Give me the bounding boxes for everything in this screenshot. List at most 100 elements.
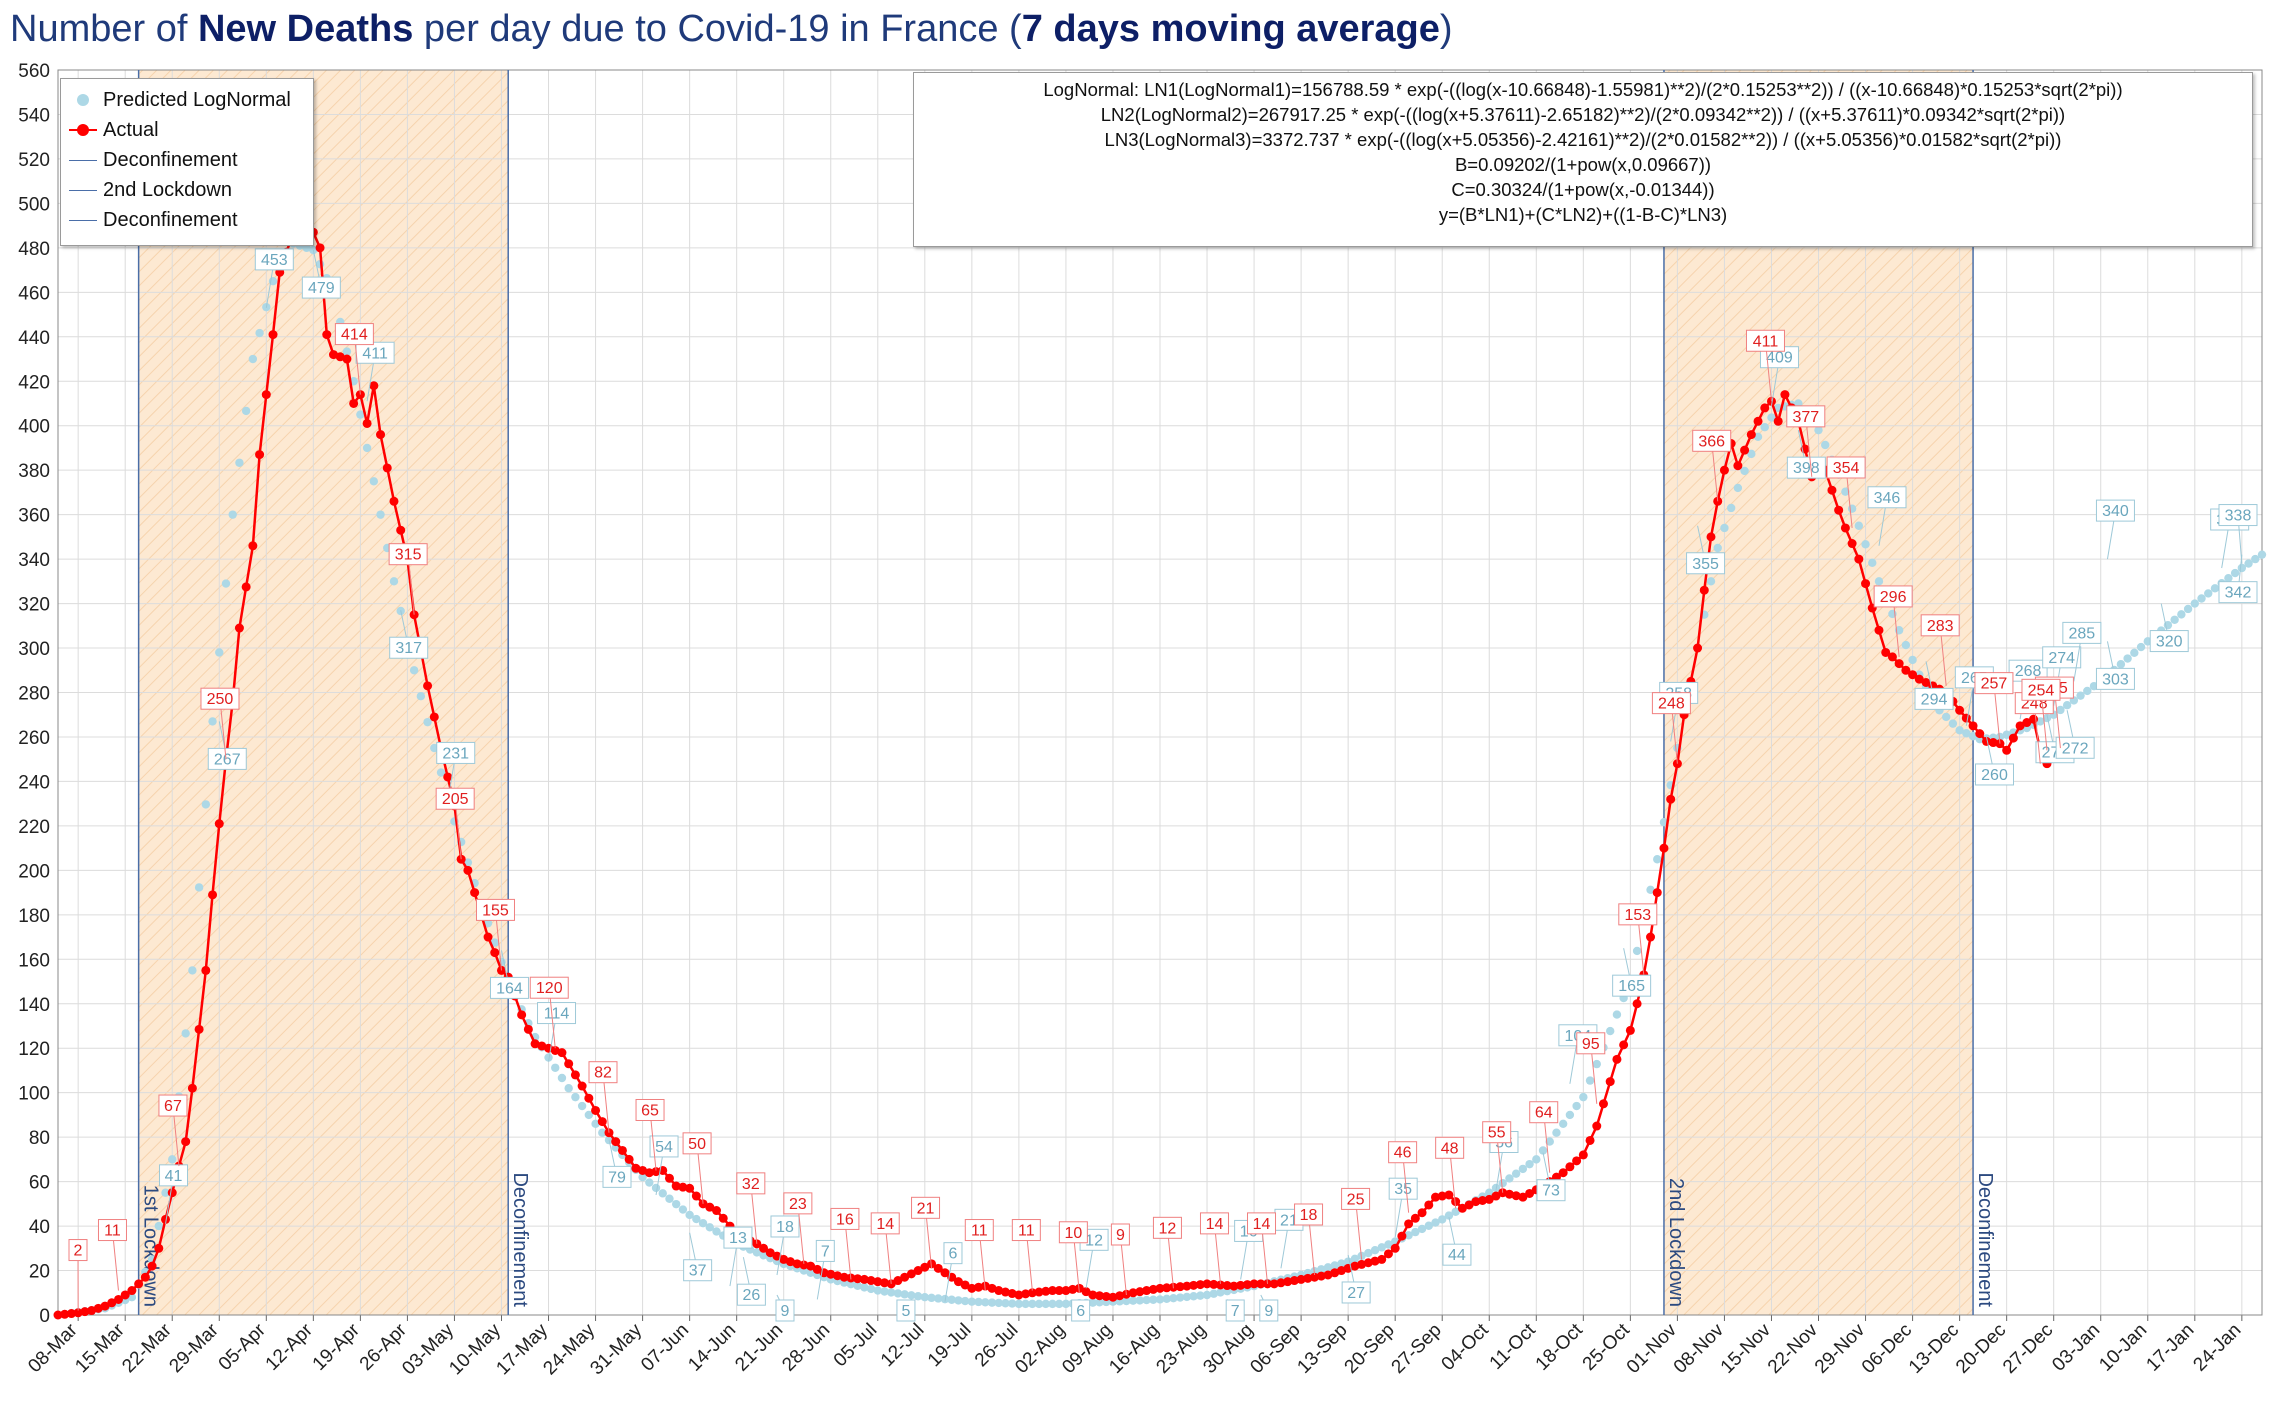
- predicted-point: [880, 1287, 889, 1296]
- x-tick-label: 23-Aug: [1152, 1320, 1210, 1378]
- x-tick-label: 21-Jun: [731, 1320, 787, 1376]
- data-labels: 4126745347941131723116411479543713261897…: [68, 160, 2258, 1322]
- predicted-point: [1364, 1248, 1373, 1258]
- label-box: [1536, 1179, 1566, 1202]
- actual-point: [1054, 1286, 1064, 1296]
- data-label: 411: [1753, 333, 1779, 350]
- actual-point: [1021, 1289, 1031, 1299]
- actual-point: [429, 712, 439, 722]
- predicted-point: [1155, 1295, 1165, 1304]
- predicted-point: [1518, 1164, 1528, 1174]
- actual-point: [127, 1286, 137, 1296]
- actual-point: [1363, 1258, 1373, 1268]
- predicted-point: [1169, 1293, 1178, 1303]
- predicted-point: [1908, 655, 1917, 665]
- legend-item-2nd-lockdown: 2nd Lockdown: [61, 175, 313, 205]
- label-box: [435, 787, 475, 810]
- actual-point: [960, 1280, 970, 1290]
- actual-point: [1464, 1200, 1474, 1210]
- predicted-point: [1868, 558, 1877, 568]
- actual-point: [1975, 729, 1985, 739]
- actual-point: [994, 1286, 1004, 1296]
- predicted-point: [1901, 640, 1911, 650]
- label-box: [1786, 456, 1826, 479]
- predicted-point: [1330, 1261, 1339, 1270]
- predicted-point: [1149, 1295, 1158, 1304]
- predicted-point: [571, 1092, 580, 1102]
- predicted-point: [873, 1286, 882, 1295]
- predicted-point: [1740, 466, 1749, 476]
- actual-point: [248, 541, 258, 551]
- predicted-point: [678, 1205, 688, 1214]
- x-tick-label: 05-Apr: [215, 1319, 271, 1375]
- predicted-point: [981, 1298, 990, 1307]
- y-tick-label: 380: [18, 461, 50, 482]
- y-tick-label: 40: [29, 1217, 50, 1238]
- x-tick-label: 12-Apr: [262, 1319, 318, 1375]
- actual-point: [1034, 1287, 1044, 1297]
- data-label: 12: [1085, 1232, 1103, 1249]
- predicted-point: [1585, 1076, 1595, 1085]
- x-tick-label: 02-Aug: [1011, 1320, 1069, 1378]
- data-label: 73: [1542, 1183, 1560, 1200]
- predicted-point: [584, 1110, 594, 1120]
- predicted-point: [1001, 1299, 1010, 1308]
- actual-point: [1101, 1291, 1111, 1301]
- predicted-point: [194, 883, 204, 892]
- data-label: 267: [214, 751, 241, 768]
- data-label: 35: [1394, 1181, 1412, 1198]
- label-box: [2042, 646, 2082, 669]
- predicted-point: [1612, 1010, 1622, 1019]
- predicted-point: [806, 1268, 815, 1277]
- data-label: 55: [1488, 1125, 1506, 1142]
- actual-point: [1061, 1286, 1071, 1296]
- x-tick-label: 28-Jun: [778, 1320, 834, 1376]
- predicted-point: [974, 1297, 983, 1307]
- data-label: 12: [1159, 1220, 1177, 1237]
- x-tick-label: 22-Mar: [118, 1319, 176, 1377]
- actual-point: [1504, 1189, 1514, 1199]
- predicted-point: [752, 1248, 762, 1257]
- actual-point: [1242, 1280, 1252, 1290]
- label-box: [97, 1219, 127, 1242]
- formula-box: LogNormal: LN1(LogNormal1)=156788.59 * e…: [913, 72, 2253, 247]
- y-tick-label: 140: [18, 995, 50, 1016]
- predicted-point: [1411, 1227, 1420, 1237]
- x-tick-label: 01-Nov: [1623, 1319, 1682, 1378]
- predicted-point: [2210, 584, 2220, 593]
- actual-point: [382, 463, 392, 473]
- actual-point: [1397, 1231, 1407, 1241]
- data-label: 272: [2062, 740, 2089, 757]
- actual-point: [1007, 1289, 1017, 1299]
- actual-point: [859, 1274, 869, 1284]
- label-box: [1576, 1032, 1606, 1055]
- predicted-point: [1162, 1294, 1171, 1304]
- actual-point: [396, 525, 406, 535]
- predicted-point: [1041, 1299, 1050, 1309]
- y-tick-label: 80: [29, 1128, 50, 1149]
- label-box: [489, 976, 529, 999]
- predicted-point: [638, 1172, 647, 1182]
- actual-point: [1840, 523, 1850, 533]
- label-box: [723, 1226, 753, 1249]
- actual-point: [1887, 652, 1897, 662]
- label-box: [200, 687, 240, 710]
- label-box: [2095, 667, 2135, 690]
- actual-point: [1182, 1281, 1192, 1291]
- actual-point: [1847, 539, 1857, 549]
- actual-point: [1572, 1156, 1582, 1166]
- actual-point: [1773, 416, 1783, 426]
- data-label: 14: [1206, 1216, 1224, 1233]
- data-label: 355: [1692, 556, 1719, 573]
- actual-point: [268, 330, 278, 340]
- actual-point: [1095, 1291, 1105, 1301]
- actual-point: [1484, 1194, 1494, 1204]
- predicted-point: [1055, 1299, 1064, 1309]
- actual-point: [1296, 1274, 1306, 1284]
- y-tick-label: 420: [18, 372, 50, 393]
- data-label: 48: [1441, 1140, 1459, 1157]
- actual-point: [772, 1251, 782, 1261]
- actual-point: [2008, 733, 2018, 743]
- actual-point: [1162, 1283, 1172, 1293]
- label-box: [1920, 614, 1960, 637]
